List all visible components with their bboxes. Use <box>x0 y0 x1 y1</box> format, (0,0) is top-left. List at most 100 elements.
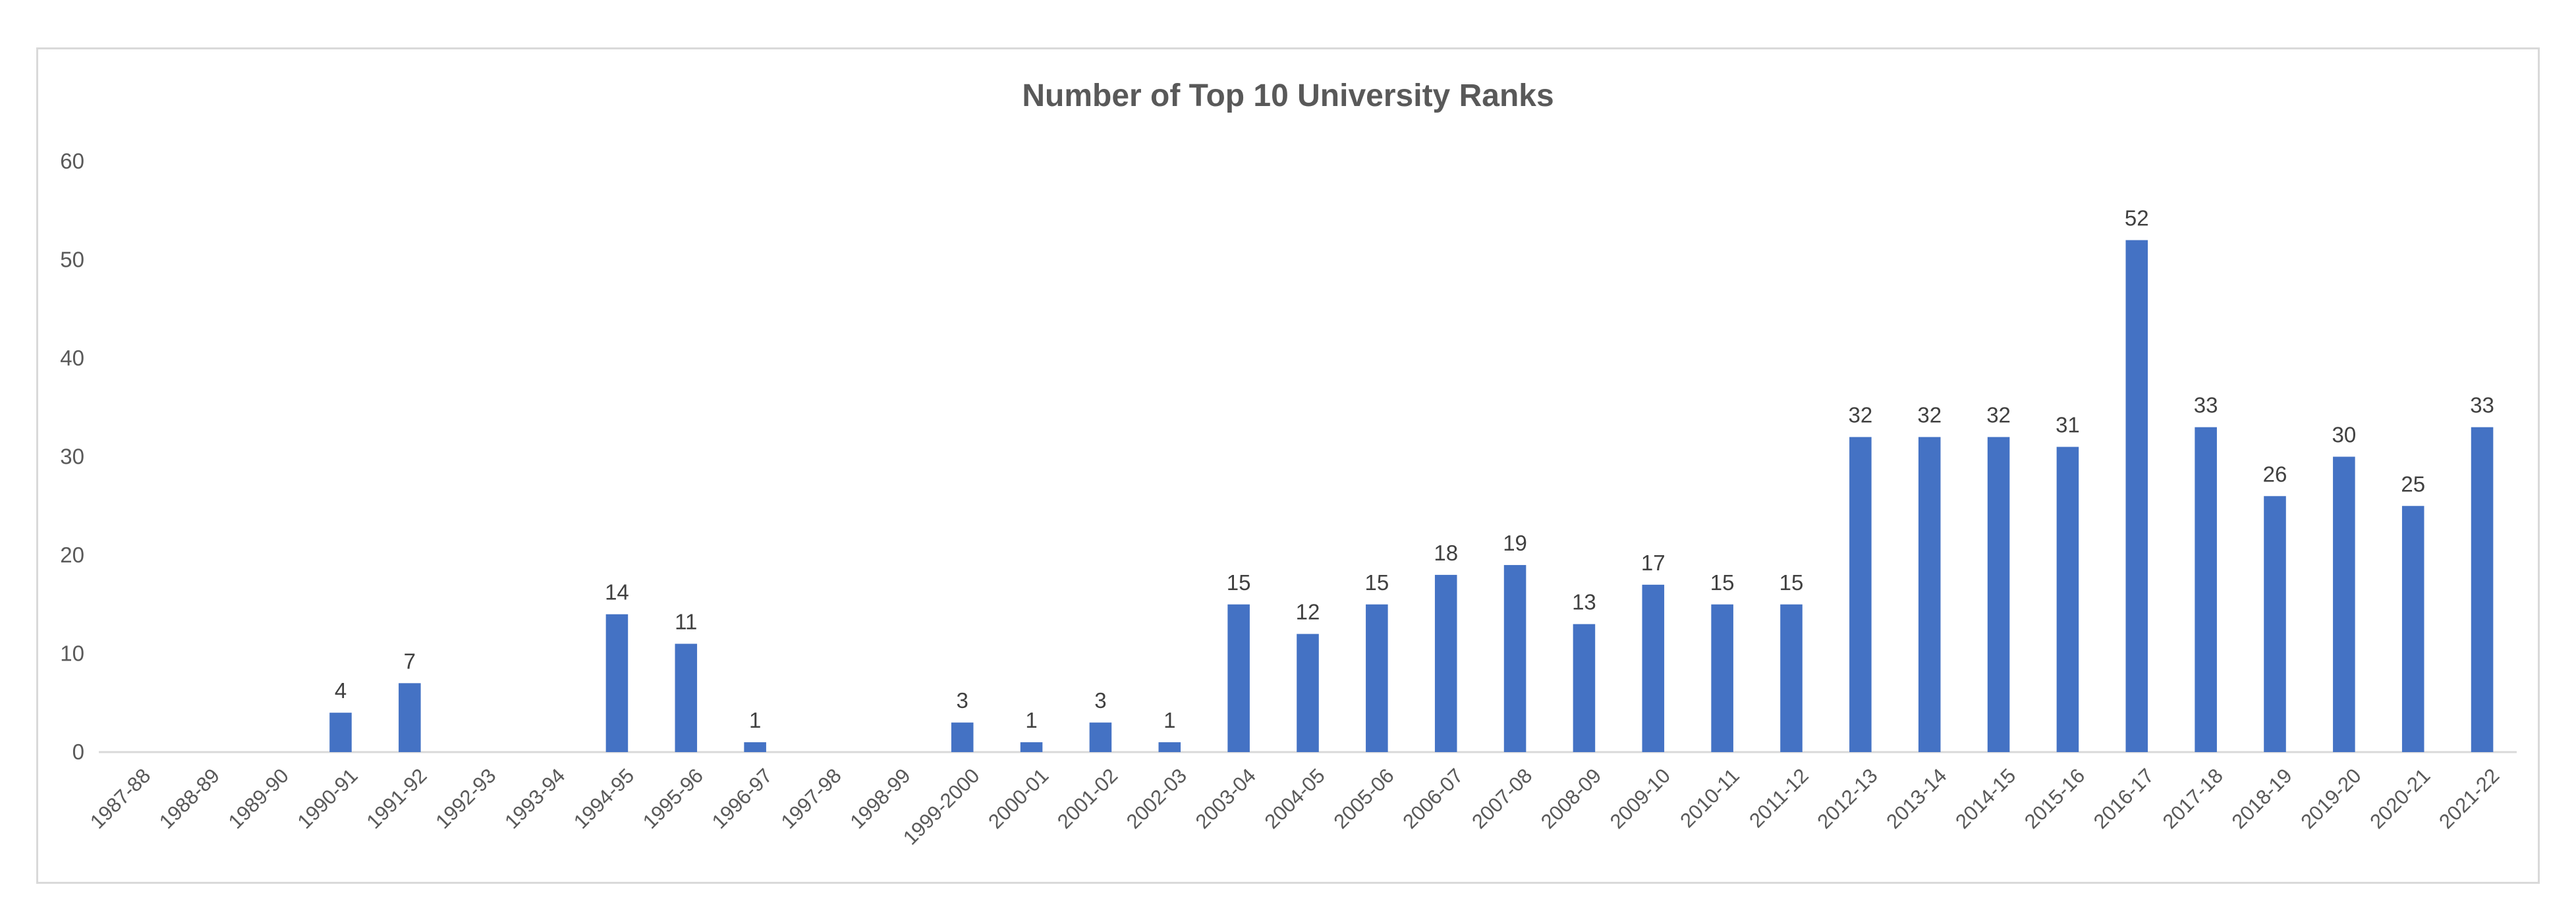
bar <box>1711 604 1733 752</box>
bar <box>2471 427 2494 752</box>
x-tick-label: 1987-88 <box>86 764 155 833</box>
x-tick-label: 2013-14 <box>1882 764 1951 833</box>
data-label: 1 <box>1163 708 1175 732</box>
y-tick-label: 20 <box>60 543 84 567</box>
data-label: 33 <box>2194 393 2218 418</box>
x-tick-label: 2008-09 <box>1536 764 1606 833</box>
y-tick-label: 30 <box>60 445 84 469</box>
x-tick-label: 2014-15 <box>1951 764 2020 833</box>
data-label: 15 <box>1779 570 1804 595</box>
chart-frame <box>36 47 2540 884</box>
x-tick-label: 1996-97 <box>708 764 777 833</box>
x-tick-label: 2020-21 <box>2365 764 2434 833</box>
bar <box>1227 604 1250 752</box>
bar <box>744 742 766 752</box>
data-label: 31 <box>2056 413 2080 437</box>
x-tick-label: 1997-98 <box>777 764 846 833</box>
data-label: 15 <box>1227 570 1251 595</box>
bar <box>399 683 421 752</box>
data-label: 3 <box>957 688 968 713</box>
data-label: 32 <box>1848 403 1872 427</box>
data-label: 30 <box>2332 423 2356 447</box>
bar <box>1987 437 2010 752</box>
data-label: 14 <box>605 580 629 605</box>
data-label: 25 <box>2401 472 2425 496</box>
data-label: 32 <box>1986 403 2011 427</box>
x-tick-label: 2012-13 <box>1812 764 1882 833</box>
y-tick-label: 0 <box>72 740 84 764</box>
x-axis-ticks: 1987-88 1988-89 1989-90 1990-91 1991-92 1992-… <box>86 764 2504 850</box>
data-label: 7 <box>404 649 416 673</box>
bar <box>605 614 629 752</box>
bar <box>1297 634 1319 752</box>
bar <box>2264 496 2286 752</box>
bar <box>1089 722 1112 752</box>
data-label: 15 <box>1710 570 1735 595</box>
x-tick-label: 2005-06 <box>1329 764 1398 833</box>
bar <box>329 713 352 752</box>
bar <box>675 643 698 752</box>
data-label: 18 <box>1434 541 1458 565</box>
x-tick-label: 2019-20 <box>2296 764 2365 833</box>
data-label: 32 <box>1917 403 1942 427</box>
data-label: 4 <box>335 678 347 703</box>
chart-title: Number of Top 10 University Ranks <box>1022 78 1554 113</box>
bar <box>2125 240 2148 753</box>
data-label: 15 <box>1364 570 1389 595</box>
data-label: 1 <box>749 708 761 732</box>
bar <box>1573 624 1596 752</box>
bar <box>2195 427 2217 752</box>
x-tick-label: 2004-05 <box>1260 764 1330 833</box>
data-label: 19 <box>1503 531 1527 555</box>
x-tick-label: 2018-19 <box>2227 764 2297 833</box>
x-tick-label: 1998-99 <box>845 764 914 833</box>
y-tick-label: 10 <box>60 641 84 666</box>
bar <box>1366 604 1388 752</box>
bar <box>2401 506 2424 752</box>
y-axis-ticks: 0 10 20 30 40 50 60 <box>60 149 84 764</box>
bar <box>1434 574 1457 752</box>
y-tick-label: 50 <box>60 248 84 272</box>
x-tick-label: 2001-02 <box>1053 764 1122 833</box>
x-tick-label: 1999-2000 <box>899 764 984 850</box>
x-tick-label: 2009-10 <box>1606 764 1675 833</box>
bar <box>1780 604 1803 752</box>
data-label: 11 <box>675 610 697 634</box>
data-label: 17 <box>1641 551 1666 575</box>
x-tick-label: 2011-12 <box>1745 764 1813 832</box>
bar <box>1849 437 1872 752</box>
data-label: 1 <box>1025 708 1037 732</box>
bar <box>1020 742 1043 752</box>
x-tick-label: 2021-22 <box>2434 764 2504 833</box>
y-tick-label: 60 <box>60 149 84 173</box>
x-tick-label: 2006-07 <box>1398 764 1467 833</box>
y-tick-label: 40 <box>60 346 84 370</box>
bars <box>329 240 2494 753</box>
bar <box>1918 437 1941 752</box>
x-tick-label: 1995-96 <box>638 764 708 833</box>
bar <box>2333 456 2355 752</box>
x-tick-label: 2016-17 <box>2089 764 2158 833</box>
x-tick-label: 2007-08 <box>1467 764 1536 833</box>
x-tick-label: 2002-03 <box>1122 764 1191 833</box>
x-tick-label: 1991-92 <box>362 764 431 833</box>
data-label: 33 <box>2470 393 2494 418</box>
x-tick-label: 1992-93 <box>431 764 500 833</box>
bar <box>2056 447 2079 752</box>
x-tick-label: 1989-90 <box>224 764 293 833</box>
x-tick-label: 2000-01 <box>984 764 1053 833</box>
bar <box>1158 742 1181 752</box>
bar <box>951 722 974 752</box>
data-label: 26 <box>2263 462 2287 486</box>
x-tick-label: 2017-18 <box>2158 764 2227 833</box>
data-label: 52 <box>2125 206 2149 230</box>
x-tick-label: 1988-89 <box>155 764 224 833</box>
data-label: 13 <box>1572 590 1596 614</box>
x-tick-label: 2015-16 <box>2020 764 2089 833</box>
x-tick-label: 1990-91 <box>293 764 362 833</box>
x-tick-label: 1994-95 <box>569 764 638 833</box>
data-label: 3 <box>1094 688 1106 713</box>
bar <box>1642 584 1665 752</box>
